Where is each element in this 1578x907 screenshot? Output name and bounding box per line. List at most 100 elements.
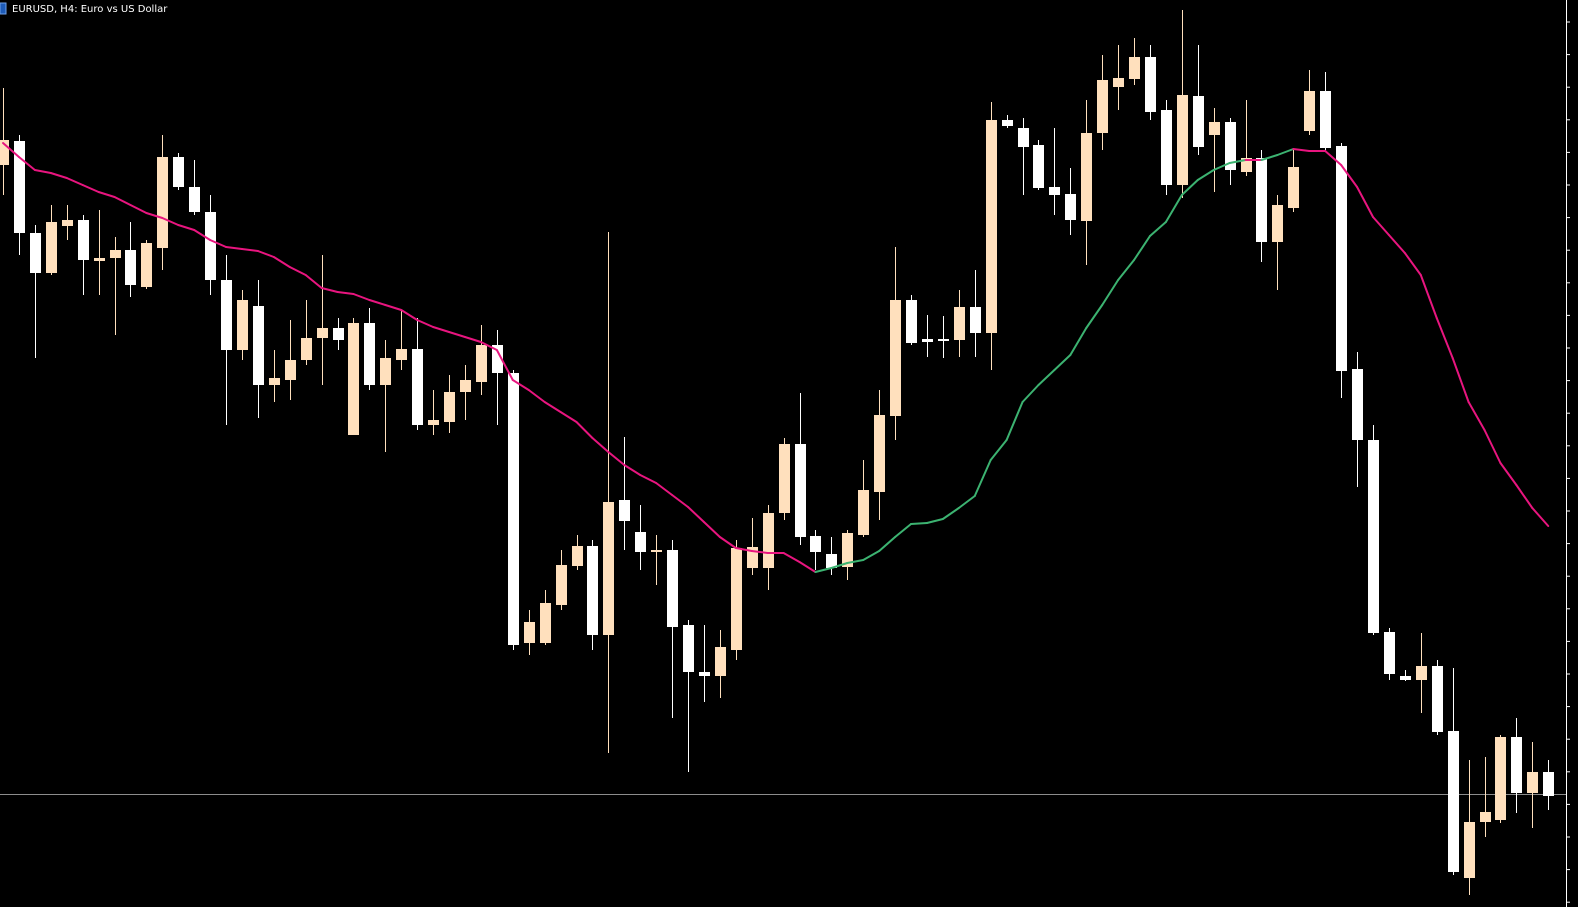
moving-average-segment <box>1053 354 1072 371</box>
moving-average-segment <box>1196 169 1215 181</box>
moving-average-segment <box>830 562 849 569</box>
candle-body <box>1145 57 1156 112</box>
candle-body <box>986 120 997 333</box>
moving-average-segment <box>209 239 228 248</box>
candle-body <box>1002 120 1013 126</box>
moving-average-segment <box>623 464 642 476</box>
candle-body <box>492 345 503 373</box>
moving-average-segment <box>989 439 1008 461</box>
candle-body <box>14 141 25 233</box>
candle-body <box>1193 96 1204 147</box>
candle-body <box>1256 158 1267 242</box>
moving-average-segment <box>1228 159 1247 164</box>
moving-average-segment <box>1148 221 1167 237</box>
moving-average-segment <box>288 266 307 276</box>
moving-average-segment <box>145 212 164 219</box>
candle-body <box>922 339 933 342</box>
candle-body <box>94 258 105 261</box>
candle-body <box>540 603 551 643</box>
moving-average-segment <box>734 547 753 552</box>
candle-body <box>1320 91 1331 148</box>
moving-average-segment <box>256 250 275 258</box>
candle-body <box>699 672 710 676</box>
moving-average-segment <box>1372 216 1390 236</box>
moving-average-segment <box>81 184 100 193</box>
candle-body <box>444 392 455 422</box>
candle-body <box>46 222 57 273</box>
moving-average-segment <box>655 482 674 496</box>
candle-body <box>1304 91 1315 131</box>
candle-body <box>412 349 423 425</box>
candle-body <box>954 307 965 340</box>
moving-average-segment <box>910 522 928 525</box>
candle-body <box>285 360 296 380</box>
moving-average-segment <box>1324 150 1343 166</box>
candle-body <box>1065 194 1076 220</box>
candle-body <box>842 533 853 567</box>
moving-average-segment <box>161 217 180 226</box>
moving-average-segment <box>1069 327 1088 356</box>
candle-body <box>635 532 646 552</box>
candle-body <box>0 140 9 165</box>
candle-body <box>667 550 678 627</box>
moving-average-segment <box>1276 148 1295 156</box>
candle-body <box>1384 632 1395 674</box>
moving-average-segment <box>1531 507 1550 527</box>
moving-average-segment <box>591 437 610 453</box>
candle-body <box>476 345 487 382</box>
moving-average-segment <box>878 536 897 552</box>
moving-average-segment <box>320 287 339 293</box>
moving-average-segment <box>33 169 52 174</box>
moving-average-segment <box>750 550 769 554</box>
candle-body <box>269 378 280 385</box>
candle-body <box>1352 369 1363 440</box>
moving-average-segment <box>479 341 498 351</box>
candle-body <box>1049 187 1060 195</box>
moving-average-segment <box>639 474 658 484</box>
candle-body <box>253 306 264 385</box>
candle-body <box>301 338 312 360</box>
candle-body <box>62 220 73 226</box>
moving-average-segment <box>49 172 68 179</box>
moving-average-segment <box>432 326 451 333</box>
moving-average-segment <box>1451 357 1470 403</box>
moving-average-segment <box>1292 148 1311 152</box>
candle-body <box>619 500 630 521</box>
candle-body <box>1225 122 1236 170</box>
candle-body <box>221 280 232 350</box>
candle-body <box>1129 57 1140 79</box>
candle-body <box>1177 95 1188 185</box>
moving-average-segment <box>97 191 116 198</box>
candle-body <box>428 420 439 425</box>
candle-body <box>237 300 248 350</box>
moving-average-segment <box>177 224 196 231</box>
candle-body <box>1272 205 1283 242</box>
candle-body <box>1432 666 1443 732</box>
moving-average-segment <box>17 156 36 171</box>
candle-body <box>795 444 806 537</box>
moving-average-segment <box>1260 154 1279 161</box>
candle-body <box>906 300 917 343</box>
candle-body <box>890 300 901 416</box>
moving-average-segment <box>1483 429 1502 464</box>
candle-body <box>1033 145 1044 188</box>
candle-body <box>1081 133 1092 221</box>
candle-body <box>110 250 121 258</box>
candle-body <box>508 373 519 645</box>
moving-average-segment <box>894 523 913 538</box>
moving-average-segment <box>511 379 530 391</box>
candle-body <box>874 415 885 492</box>
candle-body <box>1241 158 1252 172</box>
moving-average-segment <box>1515 484 1534 509</box>
moving-average-segment <box>973 459 992 497</box>
candle-body <box>938 339 949 341</box>
candle-body <box>1113 78 1124 87</box>
candle-body <box>1543 772 1554 796</box>
candle-body <box>731 548 742 650</box>
candle-body <box>763 513 774 568</box>
candle-body <box>1018 128 1029 147</box>
moving-average-segment <box>1435 317 1454 359</box>
moving-average-segment <box>304 274 323 289</box>
moving-average-segment <box>1212 162 1231 171</box>
